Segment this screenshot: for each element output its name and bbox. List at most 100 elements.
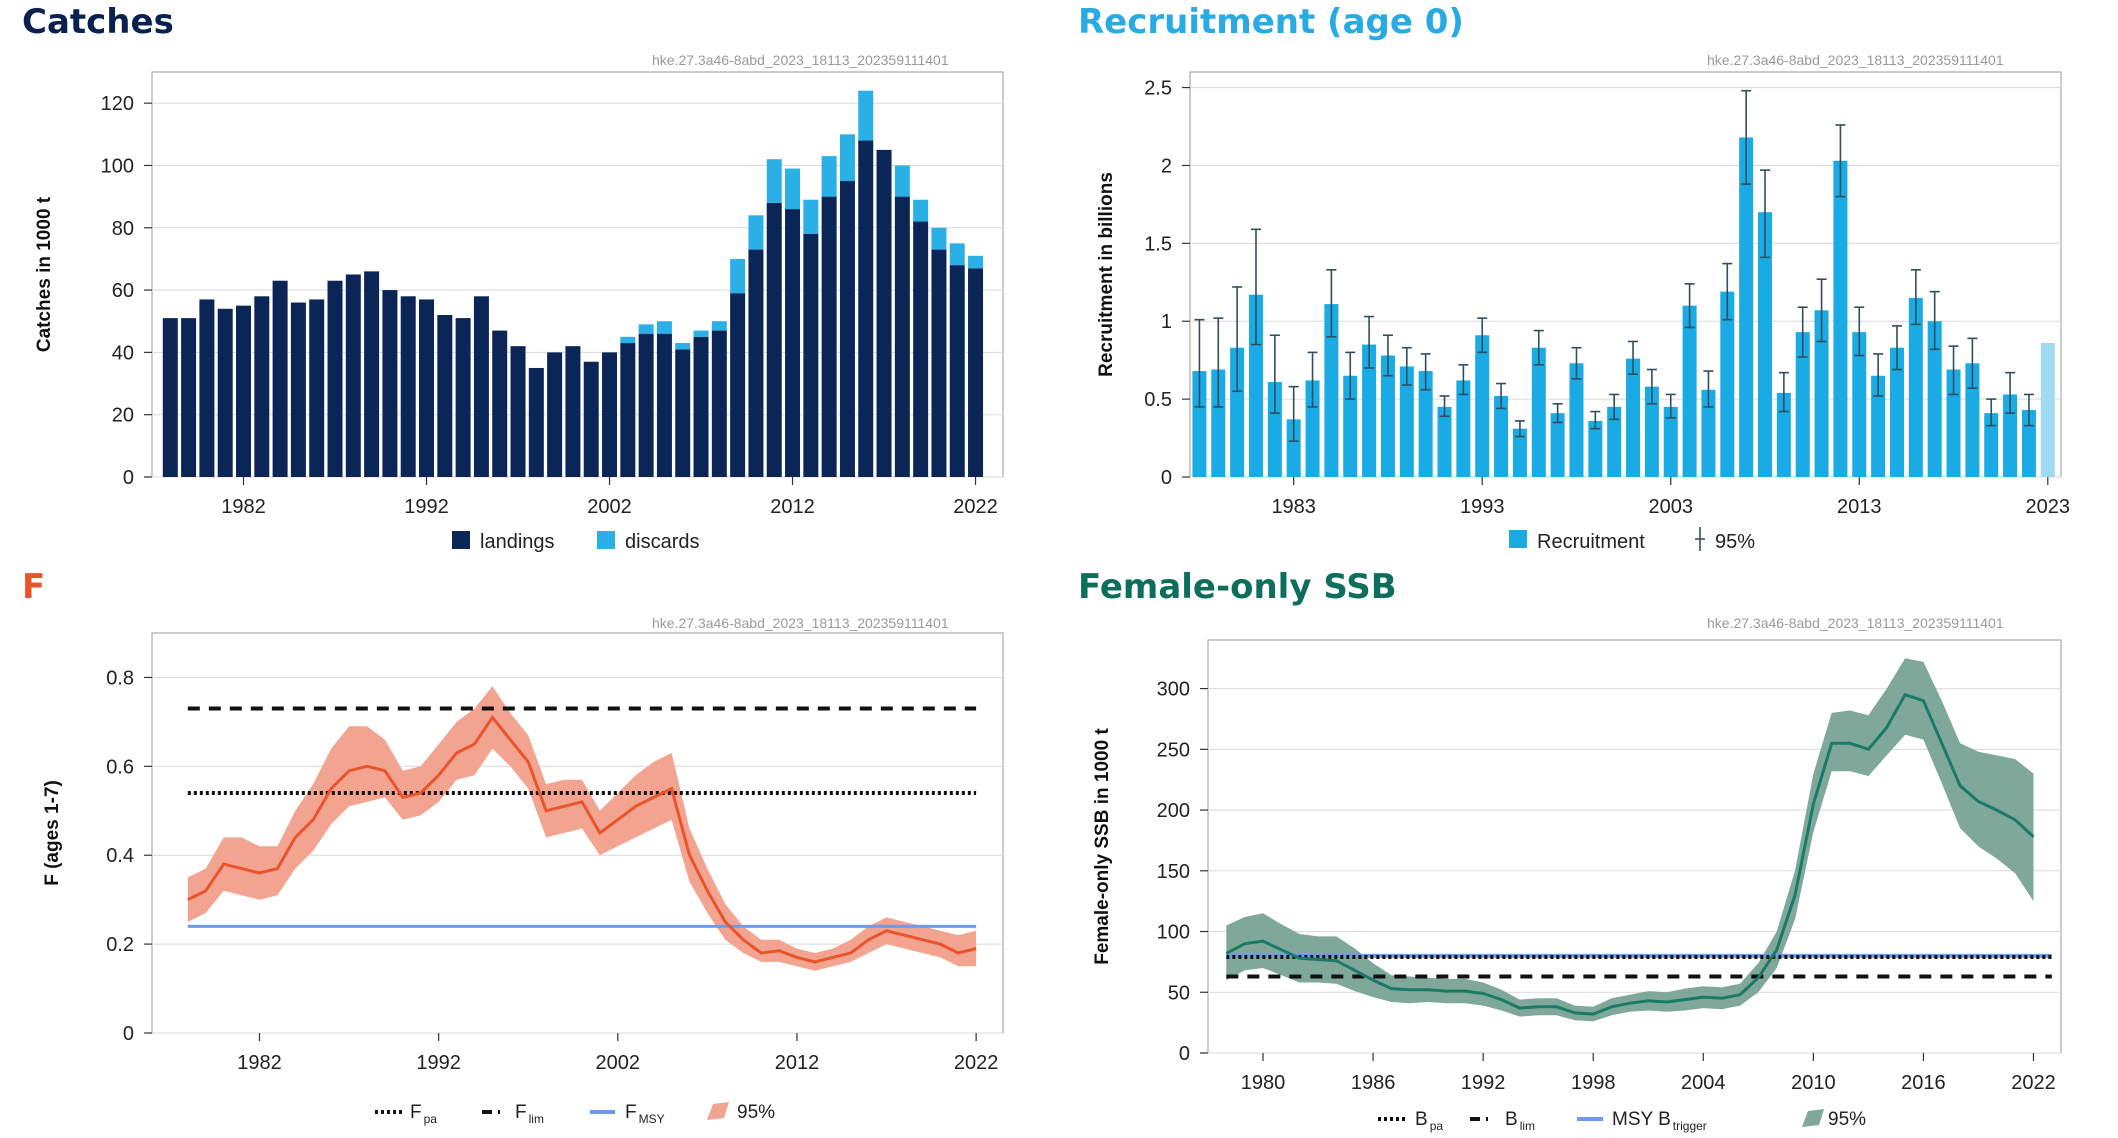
discards-bar [821, 156, 837, 197]
catches-panel: Catches hke.27.3a46-8abd_2023_18113_2023… [0, 0, 1040, 560]
f-x-tick-label: 1982 [237, 1052, 282, 1074]
catches-x-tick-label: 2012 [770, 496, 815, 518]
ssb-estimate-line [1225, 692, 2035, 1016]
recruitment-bar [1399, 366, 1414, 477]
recruitment-chart: 0 0.5 1 1.5 2 2.5 1983 1993 2003 2013 2023 Recruitm… [1096, 71, 2070, 553]
landings-bar [949, 265, 965, 477]
recruitment-bar [1267, 381, 1282, 477]
f-y-tick-label: 0.6 [106, 756, 134, 778]
landings-bar [730, 293, 746, 477]
recruitment-y-axis-label: Recruitment in billions [1096, 172, 1117, 377]
landings-bar [400, 296, 416, 477]
recruitment-x-tick-label: 2003 [1648, 496, 1693, 518]
recruitment-y-tick-label: 0 [1161, 467, 1172, 489]
discards-bar [693, 330, 709, 337]
recruitment-bar [1248, 294, 1263, 477]
landings-bar [858, 140, 874, 478]
recruitment-title: Recruitment (age 0) [1078, 2, 1464, 42]
legend-ssb95-label: 95% [1828, 1109, 1866, 1130]
recruitment-bar [1380, 355, 1395, 477]
recruitment-bar [1550, 413, 1565, 477]
recruitment-bar [1531, 347, 1546, 477]
landings-bar [876, 149, 892, 477]
ssb-x-tick-label: 2016 [1901, 1072, 1946, 1094]
recruitment-bar [1984, 413, 1999, 477]
landings-bar [803, 234, 819, 477]
discards-bar [711, 321, 727, 331]
catches-x-tick-label: 2002 [587, 496, 632, 518]
legend-fmsy-label: F MSY [625, 1102, 665, 1126]
ssb-y-tick-label: 50 [1168, 982, 1190, 1004]
catches-y-tick-label: 120 [101, 93, 134, 115]
landings-bar [492, 330, 508, 477]
landings-bar [290, 302, 306, 477]
recruitment-bar [1192, 371, 1207, 477]
f-confidence-band [187, 686, 977, 971]
legend-ssb95-icon [1802, 1109, 1824, 1127]
legend-f95-icon [707, 1102, 729, 1120]
landings-bar [364, 271, 380, 477]
catches-y-tick-label: 100 [101, 155, 134, 177]
catches-y-tick-label: 60 [112, 280, 134, 302]
landings-bar [272, 280, 288, 477]
ssb-title: Female-only SSB [1078, 567, 1397, 607]
legend-recruitment-label: Recruitment [1537, 531, 1645, 553]
discards-bar [858, 90, 874, 141]
landings-bar [547, 352, 563, 477]
landings-bar [236, 305, 252, 477]
discards-bar [803, 199, 819, 234]
landings-bar [638, 333, 654, 477]
landings-bar [913, 221, 929, 477]
recruitment-bar [1758, 212, 1773, 477]
legend-landings-label: landings [480, 531, 555, 553]
landings-bar [345, 274, 361, 477]
recruitment-bar [1512, 428, 1527, 477]
recruitment-bar [1889, 347, 1904, 477]
landings-bar [656, 333, 672, 477]
f-estimate-line [187, 714, 977, 964]
ssb-confidence-band [1226, 658, 2034, 1022]
discards-bar [949, 243, 965, 266]
catches-y-tick-label: 0 [123, 467, 134, 489]
landings-bar [785, 209, 801, 478]
landings-bar [711, 330, 727, 477]
recruitment-bar [1927, 321, 1942, 477]
recruitment-bar [1795, 332, 1810, 477]
recruitment-bar [1908, 297, 1923, 477]
recruitment-bar [1569, 363, 1584, 477]
landings-bar [602, 352, 618, 477]
recruitment-x-tick-label: 1983 [1271, 496, 1316, 518]
landings-bar [583, 361, 599, 477]
discards-bar [766, 159, 782, 203]
discards-bar [656, 321, 672, 334]
discards-bar [620, 336, 636, 344]
ssb-x-tick-label: 1980 [1241, 1072, 1286, 1094]
f-y-tick-label: 0 [123, 1023, 134, 1045]
recruitment-code: hke.27.3a46-8abd_2023_18113_202359111401 [1707, 52, 2004, 68]
f-panel: F hke.27.3a46-8abd_2023_18113_2023591114… [0, 565, 1040, 1138]
recruitment-bar [2003, 394, 2018, 477]
landings-bar [565, 346, 581, 477]
landings-bar [894, 196, 910, 477]
landings-bar [327, 280, 343, 477]
landings-bar [217, 308, 233, 477]
discards-bar [894, 165, 910, 197]
recruitment-bar [1286, 419, 1301, 477]
recruitment-bar [1946, 369, 1961, 477]
discards-bar [913, 199, 929, 222]
discards-bar [968, 255, 984, 269]
discards-bar [675, 343, 691, 350]
f-chart: 0 0.2 0.4 0.6 0.8 1982 1992 2002 2012 2022 F (ages… [42, 632, 1004, 1126]
recruitment-bar [1343, 375, 1358, 477]
landings-bar [821, 196, 837, 477]
recruitment-y-tick-label: 0.5 [1144, 389, 1172, 411]
recruitment-bar [1456, 380, 1471, 477]
ssb-x-tick-label: 1998 [1571, 1072, 1616, 1094]
recruitment-bar [2021, 410, 2036, 477]
landings-bar [839, 181, 855, 478]
recruitment-bar [1230, 347, 1245, 477]
recruitment-bar [1833, 160, 1848, 478]
landings-bar [620, 343, 636, 477]
landings-bar [968, 268, 984, 477]
